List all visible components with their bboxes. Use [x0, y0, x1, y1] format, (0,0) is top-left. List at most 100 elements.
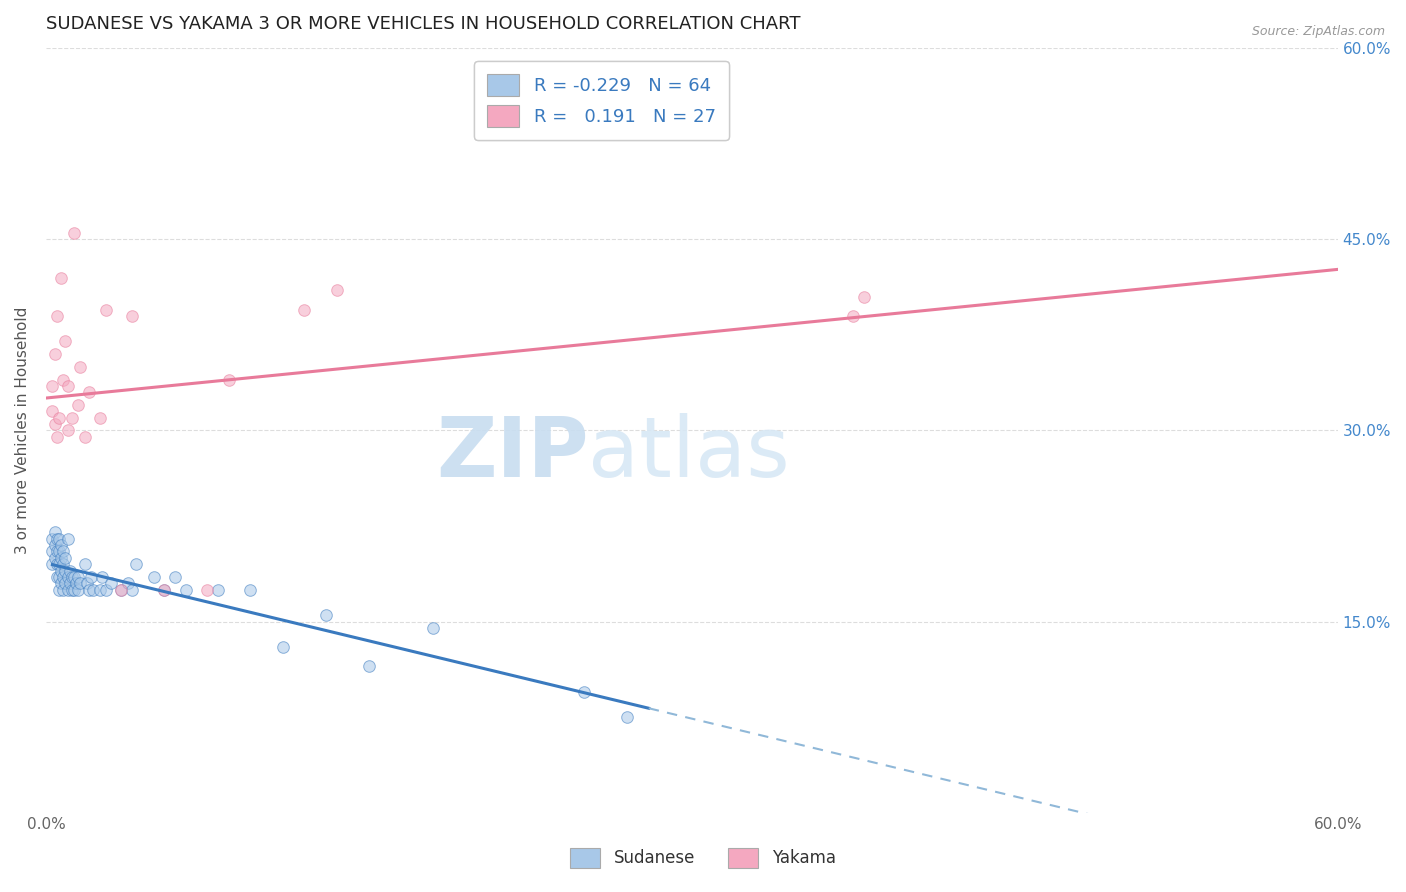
Point — [77, 582, 100, 597]
Point — [52, 544, 75, 558]
Point — [56, 424, 79, 438]
Point — [91, 570, 114, 584]
Point — [44, 538, 66, 552]
Point — [153, 582, 176, 597]
Point — [59, 576, 82, 591]
Point — [73, 430, 96, 444]
Point — [207, 582, 229, 597]
Point — [69, 576, 91, 591]
Point — [49, 576, 72, 591]
Point — [49, 564, 72, 578]
Point — [44, 417, 66, 431]
Point — [142, 570, 165, 584]
Point — [121, 582, 143, 597]
Point — [67, 582, 90, 597]
Point — [60, 410, 83, 425]
Y-axis label: 3 or more Vehicles in Household: 3 or more Vehicles in Household — [15, 307, 30, 554]
Point — [89, 410, 111, 425]
Point — [44, 550, 66, 565]
Point — [56, 582, 79, 597]
Point — [48, 410, 70, 425]
Point — [45, 430, 67, 444]
Point — [45, 570, 67, 584]
Point — [56, 532, 79, 546]
Point — [197, 582, 219, 597]
Point — [52, 373, 75, 387]
Point — [49, 270, 72, 285]
Point — [292, 302, 315, 317]
Point — [82, 582, 104, 597]
Point — [48, 532, 70, 546]
Point — [89, 582, 111, 597]
Point — [49, 538, 72, 552]
Point — [45, 309, 67, 323]
Point — [572, 684, 595, 698]
Point — [315, 608, 337, 623]
Point — [53, 564, 76, 578]
Point — [41, 532, 63, 546]
Point — [117, 576, 139, 591]
Point — [67, 570, 90, 584]
Point — [96, 582, 118, 597]
Text: Source: ZipAtlas.com: Source: ZipAtlas.com — [1251, 25, 1385, 38]
Point — [110, 582, 132, 597]
Point — [63, 570, 86, 584]
Point — [45, 544, 67, 558]
Point — [56, 379, 79, 393]
Point — [60, 582, 83, 597]
Point — [76, 576, 98, 591]
Point — [41, 379, 63, 393]
Point — [60, 570, 83, 584]
Point — [63, 226, 86, 240]
Point — [45, 532, 67, 546]
Point — [174, 582, 197, 597]
Point — [53, 550, 76, 565]
Point — [218, 373, 240, 387]
Text: SUDANESE VS YAKAMA 3 OR MORE VEHICLES IN HOUSEHOLD CORRELATION CHART: SUDANESE VS YAKAMA 3 OR MORE VEHICLES IN… — [46, 15, 800, 33]
Point — [44, 525, 66, 540]
Point — [853, 290, 876, 304]
Point — [65, 576, 87, 591]
Point — [52, 558, 75, 572]
Point — [52, 582, 75, 597]
Point — [53, 576, 76, 591]
Point — [67, 398, 90, 412]
Point — [616, 710, 638, 724]
Point — [56, 570, 79, 584]
Point — [100, 576, 122, 591]
Text: atlas: atlas — [589, 413, 790, 494]
Point — [121, 309, 143, 323]
Point — [73, 558, 96, 572]
Point — [110, 582, 132, 597]
Point — [125, 558, 148, 572]
Point — [96, 302, 118, 317]
Point — [41, 404, 63, 418]
Point — [48, 544, 70, 558]
Point — [271, 640, 294, 654]
Text: ZIP: ZIP — [436, 413, 589, 494]
Point — [325, 284, 347, 298]
Point — [153, 582, 176, 597]
Legend: Sudanese, Yakama: Sudanese, Yakama — [564, 841, 842, 875]
Point — [53, 334, 76, 349]
Point — [80, 570, 103, 584]
Point — [52, 570, 75, 584]
Point — [77, 385, 100, 400]
Point — [165, 570, 187, 584]
Point — [49, 550, 72, 565]
Point — [59, 564, 82, 578]
Point — [842, 309, 865, 323]
Point — [357, 659, 380, 673]
Point — [239, 582, 262, 597]
Point — [63, 582, 86, 597]
Point — [41, 544, 63, 558]
Point — [48, 570, 70, 584]
Legend: R = -0.229   N = 64, R =   0.191   N = 27: R = -0.229 N = 64, R = 0.191 N = 27 — [474, 62, 728, 140]
Point — [41, 558, 63, 572]
Point — [422, 621, 444, 635]
Point — [44, 347, 66, 361]
Point — [45, 558, 67, 572]
Point — [48, 558, 70, 572]
Point — [48, 582, 70, 597]
Point — [69, 359, 91, 374]
